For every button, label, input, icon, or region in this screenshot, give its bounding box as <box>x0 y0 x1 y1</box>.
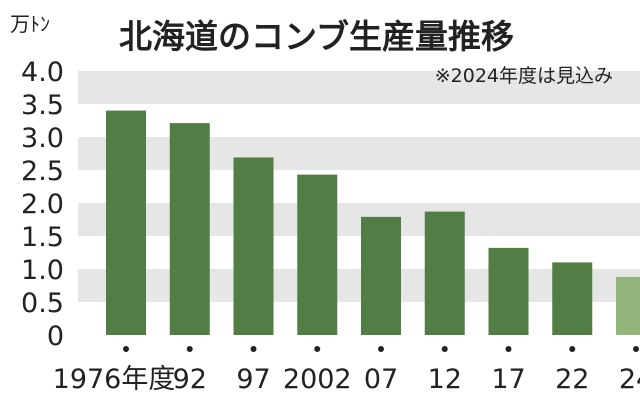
bar <box>297 174 338 335</box>
x-tick-label: 92 <box>173 364 207 395</box>
bar <box>361 216 401 335</box>
y-axis-ticks: 4.03.53.02.52.01.51.00.50 <box>21 57 64 352</box>
y-tick-label: 0 <box>47 321 64 352</box>
x-tick-label: 07 <box>364 364 398 395</box>
x-tick-label: 24 <box>619 364 640 395</box>
x-tick-dot <box>505 346 512 352</box>
y-tick-label: 1.5 <box>21 222 64 253</box>
bar <box>552 262 593 335</box>
x-tick-label: 22 <box>555 364 589 395</box>
grid-band <box>78 137 640 170</box>
x-tick-label: 12 <box>428 364 462 395</box>
x-axis-dots <box>123 346 639 352</box>
y-tick-label: 1.0 <box>21 255 64 286</box>
y-tick-label: 2.5 <box>21 156 64 187</box>
bar <box>488 247 529 335</box>
grid-band <box>78 203 640 236</box>
bars <box>106 110 640 335</box>
bar <box>424 211 465 335</box>
x-tick-dot <box>314 346 321 352</box>
unit-label: 万ﾄﾝ <box>10 12 50 36</box>
x-tick-dot <box>633 346 639 352</box>
x-tick-dot <box>569 346 576 352</box>
x-tick-label: 17 <box>491 364 525 395</box>
bar <box>616 276 640 335</box>
y-tick-label: 4.0 <box>21 57 64 88</box>
x-tick-dot <box>123 346 129 352</box>
bar <box>233 157 274 335</box>
x-tick-dot <box>378 346 384 352</box>
y-tick-label: 3.5 <box>21 90 64 121</box>
y-tick-label: 2.0 <box>21 189 64 220</box>
grid-bands <box>78 71 640 302</box>
x-tick-label: 97 <box>236 364 270 395</box>
estimate-note: ※2024年度は見込み <box>435 65 613 87</box>
chart-title: 北海道のコンブ生産量推移 <box>119 17 514 56</box>
x-tick-dot <box>250 346 257 352</box>
y-tick-label: 0.5 <box>21 288 64 319</box>
x-tick-label: 1976年度 <box>53 364 176 395</box>
x-tick-dot <box>186 346 193 352</box>
x-tick-dot <box>441 346 448 352</box>
bar <box>106 110 146 335</box>
y-tick-label: 3.0 <box>21 123 64 154</box>
x-tick-label: 2002 <box>283 364 352 395</box>
bar <box>169 123 210 335</box>
grid-band <box>78 71 640 104</box>
